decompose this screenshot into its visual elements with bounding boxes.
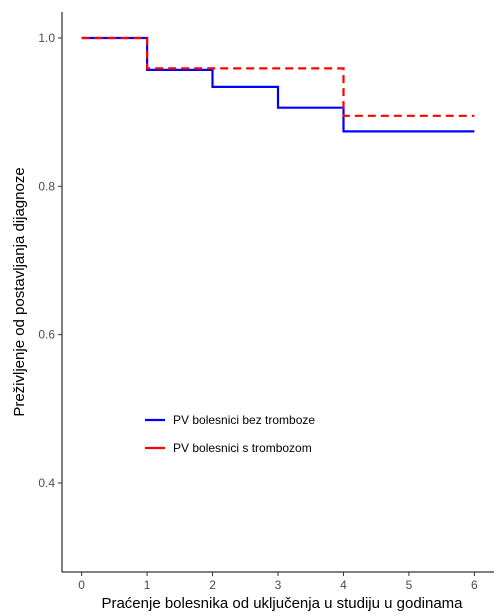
y-axis-ticks: 0.4 0.6 0.8 1.0 <box>38 31 62 490</box>
x-axis-title: Praćenje bolesnika od uključenja u studi… <box>101 595 463 612</box>
x-tick-label: 6 <box>471 578 478 592</box>
x-tick-label: 3 <box>275 578 282 592</box>
y-tick-label: 0.4 <box>38 476 55 490</box>
legend-label-1: PV bolesnici bez tromboze <box>173 413 315 427</box>
x-tick-label: 1 <box>144 578 151 592</box>
series-line-1 <box>82 38 475 131</box>
series-layer <box>82 38 475 131</box>
legend: PV bolesnici bez tromboze PV bolesnici s … <box>145 413 315 455</box>
y-tick-label: 0.8 <box>38 179 55 193</box>
y-tick-label: 0.6 <box>38 328 55 342</box>
x-tick-label: 5 <box>406 578 413 592</box>
x-axis-ticks: 0 1 2 3 4 5 6 <box>78 572 478 592</box>
y-axis-title: Preživljenje od postavljanja dijagnoze <box>11 167 28 416</box>
y-tick-label: 1.0 <box>38 31 55 45</box>
x-tick-label: 0 <box>78 578 85 592</box>
x-tick-label: 2 <box>209 578 216 592</box>
x-tick-label: 4 <box>340 578 347 592</box>
legend-label-2: PV bolesnici s trombozom <box>173 441 312 455</box>
